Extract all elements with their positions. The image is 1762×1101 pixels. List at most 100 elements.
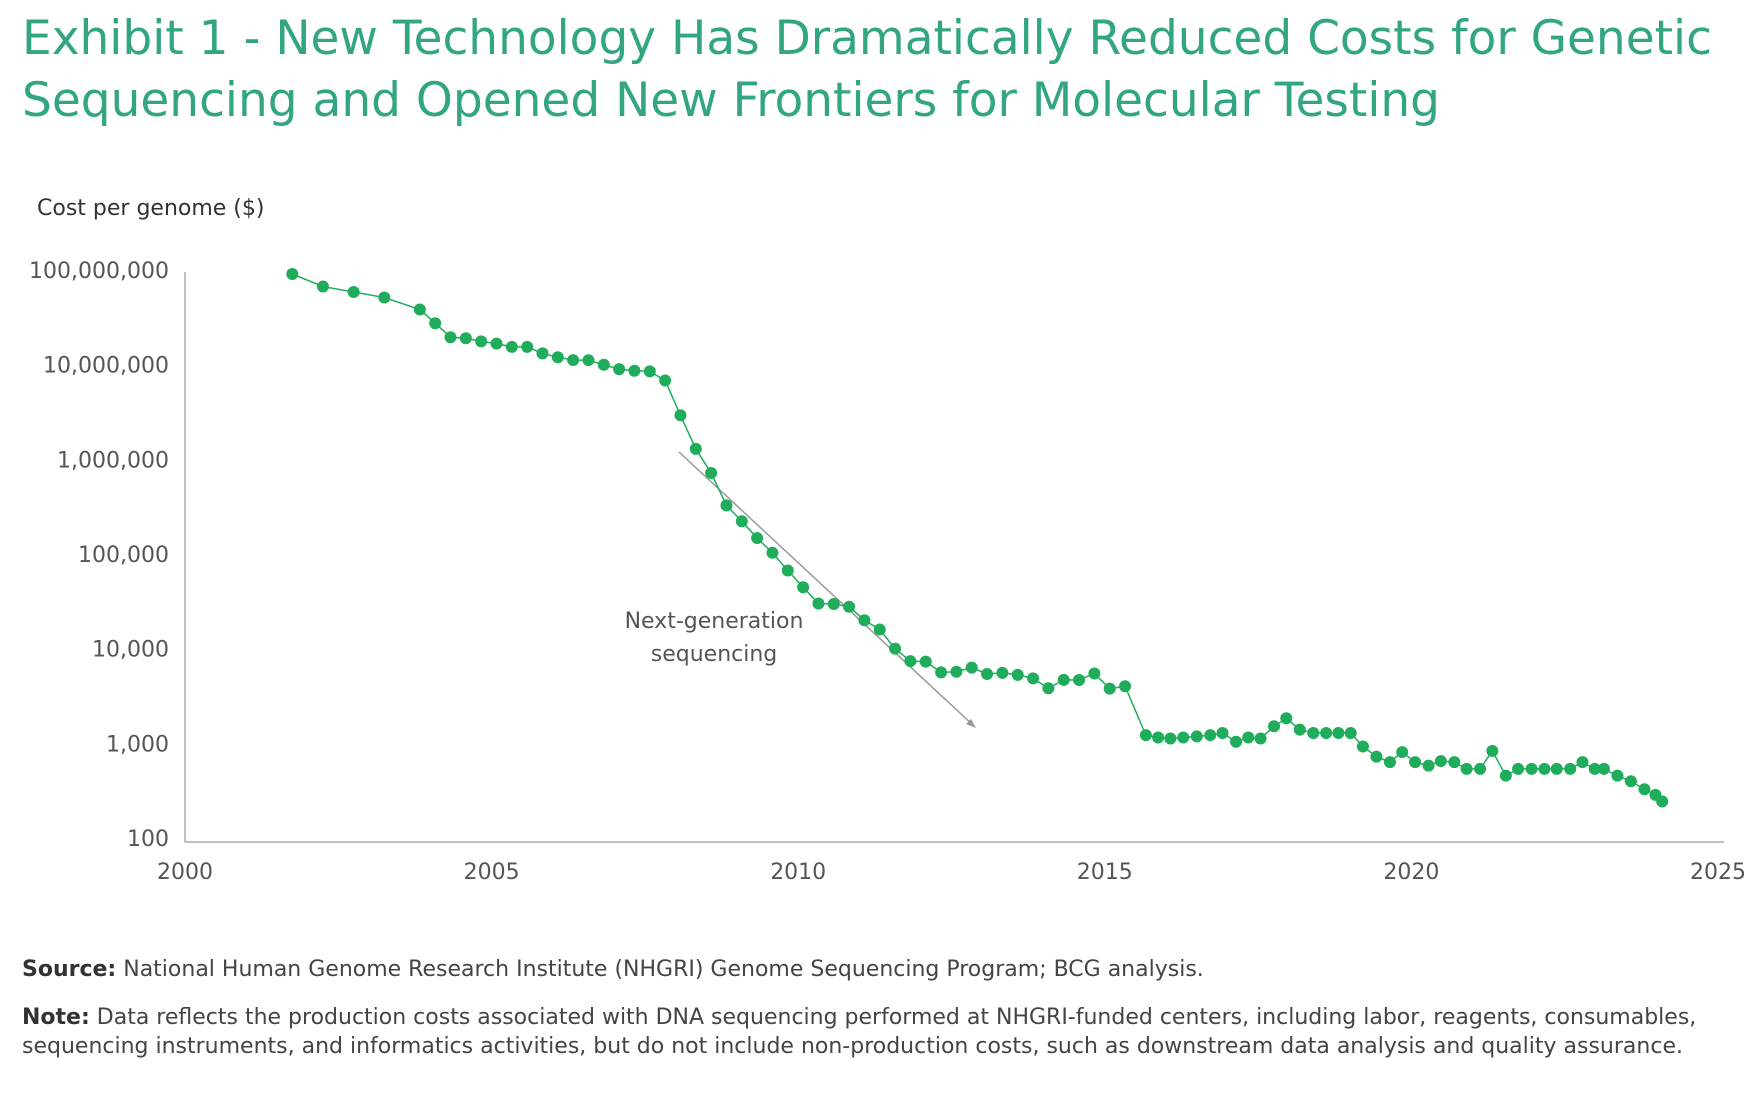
data-point (1164, 732, 1177, 745)
data-point (1460, 762, 1473, 775)
note: Note: Data reflects the production costs… (22, 1003, 1742, 1061)
data-point (1177, 731, 1190, 744)
data-point (659, 374, 672, 387)
data-point (286, 267, 299, 280)
data-point (316, 280, 329, 293)
data-point (1254, 732, 1267, 745)
data-point (935, 666, 948, 679)
data-point (475, 335, 488, 348)
x-tick-label: 2010 (770, 860, 826, 885)
data-point (490, 337, 503, 350)
data-point (521, 340, 534, 353)
data-point (1332, 726, 1345, 739)
data-point (1027, 672, 1040, 685)
note-text: Data reflects the production costs assoc… (22, 1005, 1697, 1059)
data-point (1624, 775, 1637, 788)
y-tick-label: 1,000,000 (57, 448, 169, 473)
data-point (1434, 755, 1447, 768)
arrow-head (966, 719, 976, 728)
data-point (378, 291, 391, 304)
data-point (1280, 712, 1293, 725)
data-point (996, 666, 1009, 679)
data-point (812, 597, 825, 610)
data-point (1588, 762, 1601, 775)
data-point (1576, 756, 1589, 769)
data-point (551, 351, 564, 364)
y-tick-label: 10,000,000 (43, 354, 169, 379)
series-line (292, 273, 1663, 803)
y-tick-label: 100 (127, 827, 169, 852)
y-tick-label: 10,000 (92, 638, 169, 663)
data-point (965, 661, 978, 674)
data-point (1356, 740, 1369, 753)
data-point (1057, 673, 1070, 686)
data-point (705, 467, 718, 480)
data-point (1344, 726, 1357, 739)
data-point (950, 665, 963, 678)
data-point (781, 564, 794, 577)
source-label: Source: (22, 957, 117, 982)
data-point (1119, 680, 1132, 693)
data-point (1152, 731, 1165, 744)
data-point (459, 332, 472, 345)
data-point (1088, 667, 1101, 680)
x-tick-label: 2005 (464, 860, 520, 885)
data-point (536, 347, 549, 360)
data-point (904, 655, 917, 668)
data-point (674, 409, 687, 422)
data-point (505, 340, 518, 353)
data-point (1190, 730, 1203, 743)
data-point (1486, 744, 1499, 757)
x-tick-label: 2025 (1690, 860, 1746, 885)
data-point (1538, 762, 1551, 775)
data-point (797, 581, 810, 594)
data-point (1293, 723, 1306, 736)
data-point (1307, 726, 1320, 739)
data-point (613, 363, 626, 376)
data-point (1512, 762, 1525, 775)
data-point (413, 303, 426, 316)
annotation: Next-generation (625, 609, 804, 634)
data-point (1638, 783, 1651, 796)
data-point (1564, 762, 1577, 775)
x-tick-label: 2015 (1077, 860, 1133, 885)
data-point (766, 546, 779, 559)
data-point (1042, 682, 1055, 695)
data-point (843, 600, 856, 613)
source-text: National Human Genome Research Institute… (123, 957, 1204, 982)
data-point (429, 317, 442, 330)
y-tick-label: 1,000 (106, 732, 169, 757)
data-point (1268, 720, 1281, 733)
y-tick-label: 100,000 (78, 543, 169, 568)
x-tick-label: 2000 (157, 860, 213, 885)
data-point (1383, 756, 1396, 769)
annotation-arrow (678, 451, 975, 727)
data-point (1499, 769, 1512, 782)
data-point (567, 354, 580, 367)
data-point (444, 331, 457, 344)
data-point (1409, 756, 1422, 769)
note-label: Note: (22, 1005, 90, 1030)
data-point (1011, 668, 1024, 681)
data-point (1139, 729, 1152, 742)
data-point (1370, 750, 1383, 763)
data-point (1422, 759, 1435, 772)
data-point (1216, 726, 1229, 739)
y-tick-label: 100,000,000 (29, 259, 169, 284)
data-point (1396, 746, 1409, 759)
data-point (720, 499, 733, 512)
data-point (689, 442, 702, 455)
chart-title: Exhibit 1 - New Technology Has Dramatica… (22, 11, 1712, 128)
data-point (858, 614, 871, 627)
data-point (628, 364, 641, 377)
data-point (1242, 731, 1255, 744)
data-point (873, 623, 886, 636)
data-point (919, 655, 932, 668)
data-point (1073, 673, 1086, 686)
data-point (1204, 729, 1217, 742)
data-point (1550, 762, 1563, 775)
data-point (1656, 795, 1669, 808)
source: Source: National Human Genome Research I… (22, 955, 1742, 984)
